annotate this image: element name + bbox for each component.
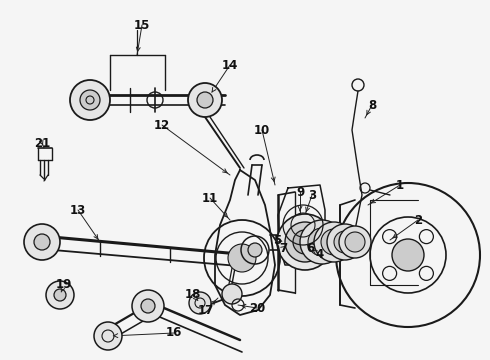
Circle shape <box>285 222 325 262</box>
Text: 7: 7 <box>279 242 287 255</box>
Circle shape <box>293 230 317 254</box>
Circle shape <box>197 92 213 108</box>
Text: 15: 15 <box>134 18 150 32</box>
Circle shape <box>141 299 155 313</box>
Text: 18: 18 <box>185 288 201 302</box>
Circle shape <box>334 231 356 253</box>
Circle shape <box>222 284 242 304</box>
Text: 4: 4 <box>316 248 324 261</box>
Text: 8: 8 <box>368 99 376 112</box>
Circle shape <box>277 214 333 270</box>
Circle shape <box>34 234 50 250</box>
Text: 11: 11 <box>202 192 218 204</box>
Circle shape <box>339 226 371 258</box>
Circle shape <box>345 232 365 252</box>
Circle shape <box>314 222 354 262</box>
Text: 9: 9 <box>296 185 304 198</box>
Circle shape <box>189 292 211 314</box>
Text: 6: 6 <box>306 242 314 255</box>
Circle shape <box>54 289 66 301</box>
Circle shape <box>300 220 344 264</box>
Circle shape <box>248 243 262 257</box>
Text: 1: 1 <box>396 179 404 192</box>
Circle shape <box>132 290 164 322</box>
Text: 5: 5 <box>273 234 281 247</box>
Text: 13: 13 <box>70 203 86 216</box>
Text: 14: 14 <box>222 59 238 72</box>
Circle shape <box>24 224 60 260</box>
Circle shape <box>188 83 222 117</box>
Circle shape <box>321 229 347 255</box>
Text: 12: 12 <box>154 118 170 131</box>
Text: 10: 10 <box>254 123 270 136</box>
Circle shape <box>327 224 363 260</box>
Circle shape <box>46 281 74 309</box>
Text: 2: 2 <box>414 213 422 226</box>
Circle shape <box>308 228 336 256</box>
Circle shape <box>80 90 100 110</box>
Text: 20: 20 <box>249 302 265 315</box>
Text: 17: 17 <box>198 303 214 316</box>
Circle shape <box>392 239 424 271</box>
Circle shape <box>94 322 122 350</box>
Text: 21: 21 <box>34 136 50 149</box>
Text: 16: 16 <box>166 327 182 339</box>
Text: 3: 3 <box>308 189 316 202</box>
Circle shape <box>228 244 256 272</box>
Circle shape <box>70 80 110 120</box>
Text: 19: 19 <box>56 279 72 292</box>
